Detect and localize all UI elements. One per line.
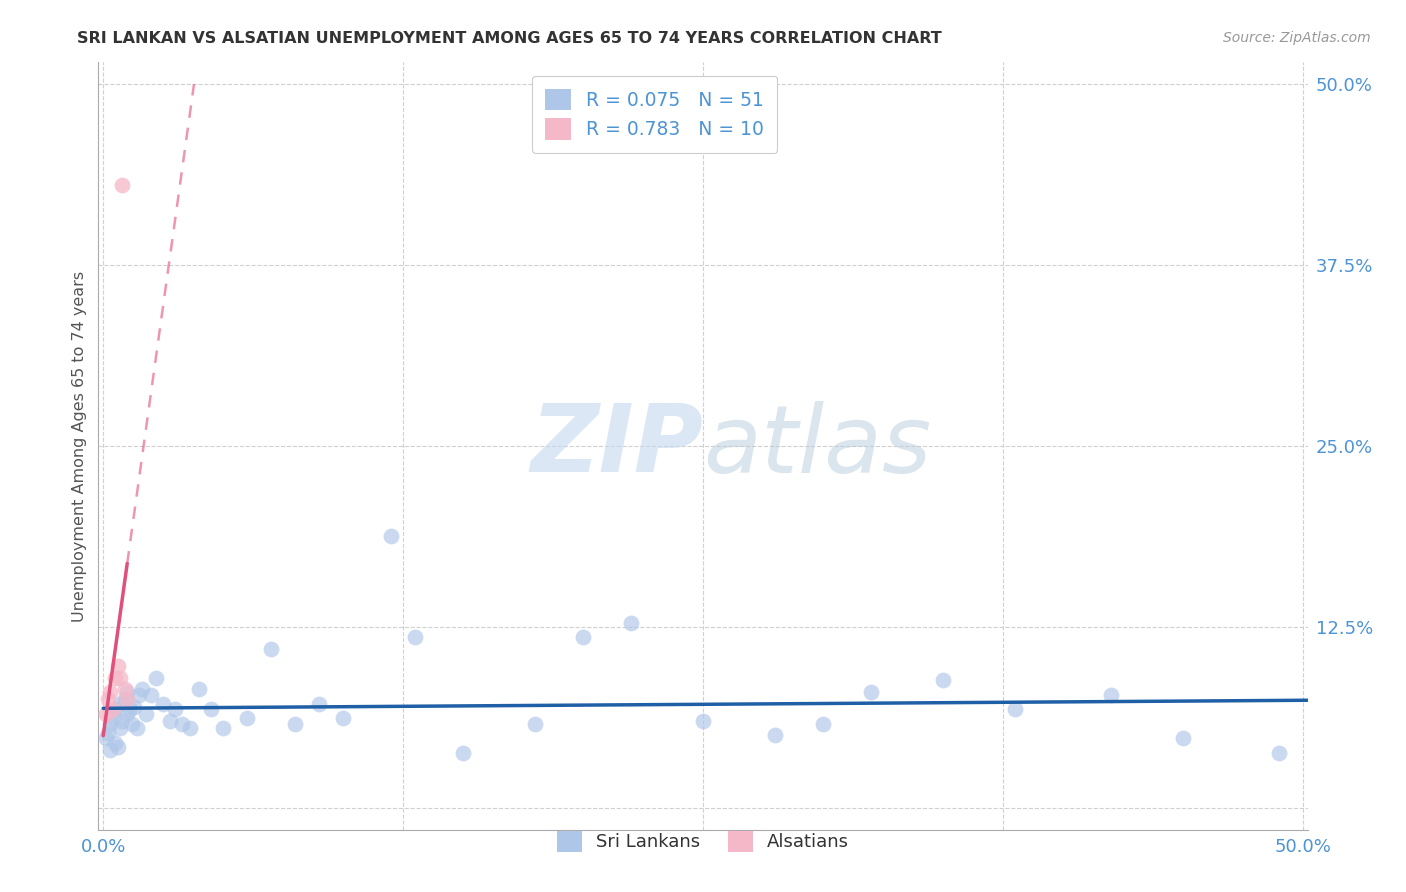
Point bbox=[108, 697, 131, 711]
Legend: Sri Lankans, Alsatians: Sri Lankans, Alsatians bbox=[546, 821, 860, 863]
Point bbox=[111, 714, 134, 728]
Point bbox=[118, 702, 141, 716]
Point bbox=[284, 717, 307, 731]
Point bbox=[380, 529, 402, 543]
Point bbox=[692, 714, 714, 728]
Point bbox=[108, 721, 131, 735]
Point bbox=[101, 711, 124, 725]
Point bbox=[1099, 688, 1122, 702]
Point bbox=[572, 630, 595, 644]
Point bbox=[141, 688, 163, 702]
Point bbox=[200, 702, 222, 716]
Point bbox=[114, 692, 136, 706]
Point bbox=[108, 671, 131, 685]
Point bbox=[115, 692, 138, 706]
Point bbox=[97, 725, 120, 739]
Text: atlas: atlas bbox=[703, 401, 931, 491]
Point bbox=[811, 717, 834, 731]
Point bbox=[172, 717, 194, 731]
Point bbox=[100, 685, 122, 699]
Point bbox=[932, 673, 955, 688]
Point bbox=[165, 702, 187, 716]
Point bbox=[115, 685, 138, 699]
Point bbox=[94, 731, 117, 746]
Point bbox=[100, 743, 122, 757]
Point bbox=[124, 699, 146, 714]
Point bbox=[107, 740, 129, 755]
Point bbox=[104, 702, 127, 716]
Point bbox=[1171, 731, 1194, 746]
Point bbox=[620, 615, 643, 630]
Y-axis label: Unemployment Among Ages 65 to 74 years: Unemployment Among Ages 65 to 74 years bbox=[72, 270, 87, 622]
Point bbox=[101, 702, 124, 716]
Point bbox=[145, 671, 167, 685]
Point bbox=[763, 729, 786, 743]
Point bbox=[451, 746, 474, 760]
Point bbox=[131, 682, 153, 697]
Point bbox=[179, 721, 201, 735]
Point bbox=[236, 711, 259, 725]
Point bbox=[104, 671, 127, 685]
Point bbox=[212, 721, 235, 735]
Point bbox=[94, 706, 117, 721]
Text: SRI LANKAN VS ALSATIAN UNEMPLOYMENT AMONG AGES 65 TO 74 YEARS CORRELATION CHART: SRI LANKAN VS ALSATIAN UNEMPLOYMENT AMON… bbox=[77, 31, 942, 46]
Point bbox=[97, 692, 120, 706]
Point bbox=[332, 711, 354, 725]
Point bbox=[404, 630, 426, 644]
Point bbox=[308, 697, 330, 711]
Point bbox=[159, 714, 181, 728]
Point bbox=[111, 178, 134, 193]
Point bbox=[125, 721, 148, 735]
Point bbox=[1268, 746, 1291, 760]
Point bbox=[135, 706, 157, 721]
Text: ZIP: ZIP bbox=[530, 400, 703, 492]
Point bbox=[121, 717, 143, 731]
Point bbox=[115, 706, 138, 721]
Point bbox=[100, 717, 122, 731]
Point bbox=[128, 688, 150, 702]
Text: Source: ZipAtlas.com: Source: ZipAtlas.com bbox=[1223, 31, 1371, 45]
Point bbox=[524, 717, 547, 731]
Point bbox=[859, 685, 882, 699]
Point bbox=[104, 736, 127, 750]
Point bbox=[152, 697, 174, 711]
Point bbox=[188, 682, 211, 697]
Point bbox=[260, 641, 283, 656]
Point bbox=[1004, 702, 1026, 716]
Point bbox=[114, 682, 136, 697]
Point bbox=[107, 659, 129, 673]
